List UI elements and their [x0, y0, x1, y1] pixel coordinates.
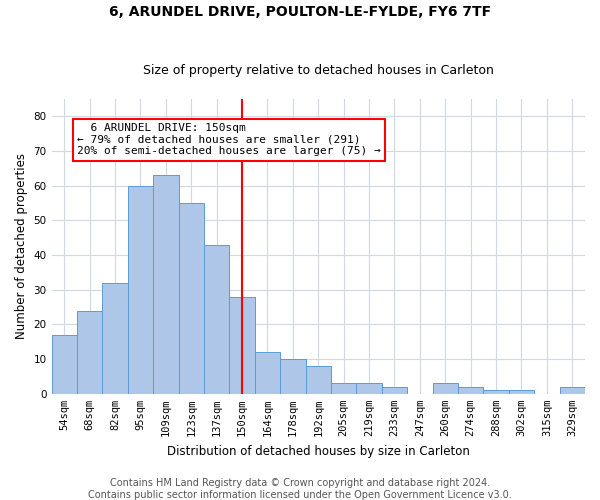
Bar [255, 352, 280, 394]
Bar [433, 384, 458, 394]
Text: 6 ARUNDEL DRIVE: 150sqm
← 79% of detached houses are smaller (291)
20% of semi-d: 6 ARUNDEL DRIVE: 150sqm ← 79% of detache… [77, 124, 380, 156]
Bar [179, 203, 204, 394]
Bar [509, 390, 534, 394]
Bar [153, 176, 179, 394]
Bar [204, 244, 229, 394]
Bar [77, 310, 103, 394]
Text: 6, ARUNDEL DRIVE, POULTON-LE-FYLDE, FY6 7TF: 6, ARUNDEL DRIVE, POULTON-LE-FYLDE, FY6 … [109, 5, 491, 19]
Bar [103, 283, 128, 394]
Bar [484, 390, 509, 394]
Bar [229, 296, 255, 394]
Bar [382, 387, 407, 394]
Y-axis label: Number of detached properties: Number of detached properties [15, 154, 28, 340]
Bar [331, 384, 356, 394]
Bar [560, 387, 585, 394]
Bar [128, 186, 153, 394]
Bar [280, 359, 305, 394]
Bar [305, 366, 331, 394]
Bar [52, 335, 77, 394]
Text: Contains HM Land Registry data © Crown copyright and database right 2024.
Contai: Contains HM Land Registry data © Crown c… [88, 478, 512, 500]
Bar [458, 387, 484, 394]
Bar [356, 384, 382, 394]
X-axis label: Distribution of detached houses by size in Carleton: Distribution of detached houses by size … [167, 444, 470, 458]
Title: Size of property relative to detached houses in Carleton: Size of property relative to detached ho… [143, 64, 494, 77]
